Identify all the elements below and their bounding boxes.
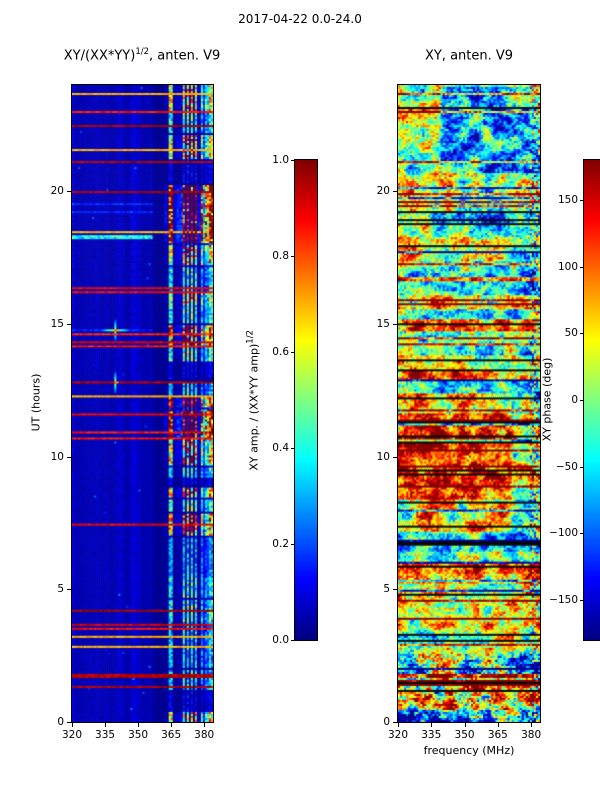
x-tick-label: 365 bbox=[161, 729, 182, 741]
right-heatmap bbox=[397, 84, 541, 723]
y-tick-mark bbox=[393, 722, 397, 723]
y-tick-mark bbox=[393, 456, 397, 458]
y-tick-mark bbox=[67, 323, 71, 325]
left-title-text: XY/(XX*YY) bbox=[63, 48, 136, 64]
x-tick-mark bbox=[204, 723, 206, 727]
y-tick-label: 15 bbox=[50, 317, 64, 330]
x-tick-mark bbox=[138, 723, 140, 727]
left-title-superscript: 1/2 bbox=[135, 47, 150, 57]
colorbar-tick-mark bbox=[291, 352, 294, 353]
figure-suptitle: 2017-04-22 0.0-24.0 bbox=[238, 12, 362, 26]
colorbar-tick-label: 0.8 bbox=[272, 250, 289, 262]
colorbar-tick-label: 0 bbox=[571, 394, 578, 406]
y-tick-mark bbox=[393, 323, 397, 325]
y-tick-mark bbox=[393, 191, 397, 193]
y-tick-mark bbox=[67, 456, 71, 458]
colorbar-tick-label: −150 bbox=[549, 594, 578, 606]
x-tick-mark bbox=[398, 723, 399, 727]
x-tick-mark bbox=[464, 723, 466, 727]
colorbar-tick-mark bbox=[580, 466, 583, 468]
colorbar-tick-label: 150 bbox=[557, 194, 578, 206]
x-tick-label: 380 bbox=[194, 729, 215, 741]
x-axis-label: frequency (MHz) bbox=[423, 744, 515, 757]
colorbar-tick-mark bbox=[580, 533, 583, 535]
colorbar-tick-mark bbox=[291, 448, 294, 449]
right-title-text: XY, anten. V9 bbox=[424, 48, 514, 64]
left-colorbar-label-superscript: 1/2 bbox=[245, 330, 256, 344]
y-tick-mark bbox=[67, 191, 71, 193]
colorbar-tick-mark bbox=[580, 333, 583, 335]
colorbar-tick-label: 50 bbox=[564, 327, 578, 340]
colorbar-tick-mark bbox=[580, 400, 583, 401]
colorbar-tick-mark bbox=[291, 544, 294, 545]
x-tick-mark bbox=[497, 723, 499, 727]
y-tick-label: 5 bbox=[383, 583, 390, 596]
y-tick-label: 20 bbox=[376, 185, 390, 198]
colorbar-tick-mark bbox=[580, 266, 583, 268]
left-title-suffix: , anten. V9 bbox=[149, 48, 221, 64]
colorbar-tick-mark bbox=[291, 256, 294, 257]
left-axes-title: XY/(XX*YY)1/2, anten. V9 bbox=[22, 47, 262, 63]
x-tick-label: 365 bbox=[487, 729, 508, 741]
x-tick-mark bbox=[531, 723, 533, 727]
colorbar-tick-label: 100 bbox=[557, 260, 578, 273]
colorbar-tick-label: 0.2 bbox=[272, 538, 289, 550]
left-colorbar-label: XY amp. / (XX*YY amp)1/2 bbox=[246, 250, 261, 550]
x-tick-mark bbox=[72, 723, 73, 727]
colorbar-tick-mark bbox=[291, 640, 294, 641]
right-colorbar bbox=[583, 159, 600, 641]
colorbar-tick-label: 0.0 bbox=[272, 634, 289, 646]
y-tick-label: 0 bbox=[57, 716, 64, 728]
x-tick-mark bbox=[171, 723, 173, 727]
y-tick-mark bbox=[393, 589, 397, 591]
colorbar-tick-mark bbox=[580, 200, 583, 201]
y-tick-label: 0 bbox=[383, 716, 390, 728]
y-tick-mark bbox=[67, 589, 71, 591]
x-tick-label: 350 bbox=[454, 729, 475, 741]
colorbar-tick-mark bbox=[291, 160, 294, 161]
x-tick-label: 335 bbox=[95, 729, 116, 741]
colorbar-tick-label: 0.6 bbox=[272, 346, 289, 358]
colorbar-tick-mark bbox=[580, 600, 583, 601]
x-tick-mark bbox=[105, 723, 107, 727]
y-tick-label: 15 bbox=[376, 317, 390, 330]
x-tick-label: 320 bbox=[61, 729, 83, 741]
x-tick-label: 380 bbox=[521, 729, 542, 741]
colorbar-tick-label: 1.0 bbox=[272, 154, 289, 166]
y-tick-mark bbox=[67, 722, 71, 723]
colorbar-tick-label: −100 bbox=[549, 527, 578, 540]
y-tick-label: 5 bbox=[57, 583, 64, 596]
y-tick-label: 10 bbox=[376, 450, 390, 463]
colorbar-tick-label: 0.4 bbox=[272, 442, 289, 454]
y-axis-label: UT (hours) bbox=[29, 373, 43, 432]
colorbar-tick-label: −50 bbox=[555, 460, 578, 473]
y-tick-label: 10 bbox=[50, 450, 64, 463]
x-tick-mark bbox=[431, 723, 433, 727]
left-heatmap bbox=[71, 84, 214, 723]
right-axes-title: XY, anten. V9 bbox=[349, 47, 589, 63]
left-colorbar bbox=[294, 159, 318, 641]
x-tick-label: 350 bbox=[128, 729, 149, 741]
y-tick-label: 20 bbox=[50, 185, 64, 198]
x-tick-label: 335 bbox=[421, 729, 442, 741]
x-tick-label: 320 bbox=[387, 729, 409, 741]
